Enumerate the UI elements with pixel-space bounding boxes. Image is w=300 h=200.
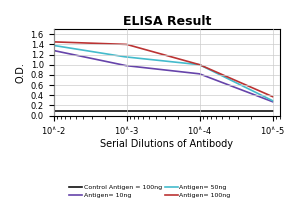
Control Antigen = 100ng — [270, 110, 274, 113]
Antigen= 10ng — [270, 100, 274, 103]
Antigen= 10ng — [271, 101, 275, 103]
Antigen= 50ng — [52, 44, 55, 47]
Antigen= 100ng — [86, 42, 90, 44]
Line: Antigen= 50ng: Antigen= 50ng — [53, 45, 273, 101]
Antigen= 50ng — [271, 100, 275, 102]
Antigen= 100ng — [52, 41, 55, 43]
Antigen= 50ng — [86, 50, 90, 52]
Antigen= 50ng — [137, 57, 140, 60]
Control Antigen = 100ng — [140, 110, 144, 113]
Antigen= 10ng — [140, 66, 144, 69]
Control Antigen = 100ng — [86, 110, 90, 113]
Antigen= 100ng — [72, 41, 76, 44]
Antigen= 100ng — [141, 48, 145, 50]
Antigen= 50ng — [270, 99, 274, 102]
Antigen= 10ng — [52, 49, 55, 52]
Control Antigen = 100ng — [52, 110, 55, 113]
Antigen= 100ng — [271, 96, 275, 98]
Control Antigen = 100ng — [72, 110, 76, 113]
Antigen= 50ng — [72, 47, 76, 50]
Control Antigen = 100ng — [271, 110, 275, 113]
Antigen= 100ng — [137, 47, 140, 49]
Y-axis label: O.D.: O.D. — [15, 62, 25, 83]
Antigen= 10ng — [86, 56, 90, 59]
Line: Antigen= 100ng: Antigen= 100ng — [53, 42, 273, 97]
Antigen= 100ng — [140, 48, 144, 50]
X-axis label: Serial Dilutions of Antibody: Serial Dilutions of Antibody — [100, 139, 233, 149]
Antigen= 10ng — [72, 54, 76, 56]
Antigen= 10ng — [141, 66, 145, 69]
Antigen= 50ng — [140, 58, 144, 60]
Control Antigen = 100ng — [137, 110, 140, 113]
Line: Antigen= 10ng: Antigen= 10ng — [53, 50, 273, 102]
Control Antigen = 100ng — [141, 110, 145, 113]
Antigen= 10ng — [137, 66, 140, 68]
Legend: Control Antigen = 100ng, Antigen= 10ng, Antigen= 50ng, Antigen= 100ng: Control Antigen = 100ng, Antigen= 10ng, … — [67, 182, 233, 200]
Antigen= 50ng — [141, 58, 145, 60]
Title: ELISA Result: ELISA Result — [122, 15, 211, 28]
Antigen= 100ng — [270, 95, 274, 98]
